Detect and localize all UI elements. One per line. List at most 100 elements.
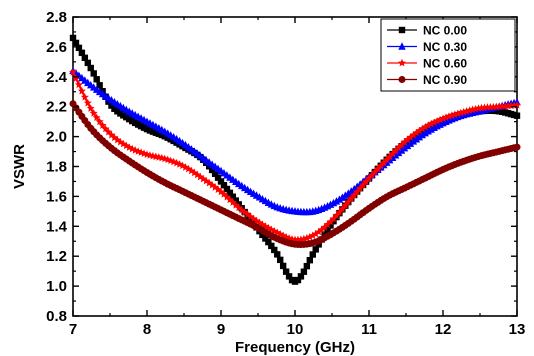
data-point — [302, 233, 311, 242]
data-point — [96, 82, 103, 89]
x-tick-label: 8 — [143, 321, 151, 338]
series-nc-0-90 — [69, 100, 521, 249]
data-point — [430, 118, 439, 126]
x-tick-label: 9 — [217, 321, 225, 338]
data-point — [83, 98, 92, 107]
data-point — [75, 44, 83, 52]
data-point — [320, 223, 329, 231]
data-point — [220, 181, 228, 189]
data-point — [412, 135, 421, 143]
y-tick-label: 1.2 — [46, 248, 67, 265]
data-point — [385, 152, 394, 161]
data-point — [208, 166, 216, 174]
data-point — [77, 86, 86, 95]
data-point — [279, 262, 287, 270]
data-point — [329, 214, 338, 223]
data-point — [214, 174, 222, 181]
data-point — [324, 226, 331, 234]
data-point — [335, 195, 344, 203]
x-axis-title: Frequency (GHz) — [235, 339, 355, 356]
data-point — [217, 178, 225, 185]
data-point — [71, 74, 80, 82]
data-point — [421, 128, 429, 137]
x-tick-label: 13 — [509, 321, 526, 338]
data-point — [282, 268, 290, 275]
data-point — [409, 130, 418, 139]
data-point — [93, 76, 100, 83]
legend-marker — [398, 26, 406, 34]
series-nc-0-60 — [69, 68, 521, 244]
data-point — [274, 251, 281, 258]
data-point — [265, 238, 272, 246]
x-tick-label: 12 — [435, 321, 452, 338]
data-point — [391, 146, 400, 155]
data-point — [317, 225, 326, 234]
data-point — [211, 170, 219, 177]
data-point — [271, 246, 278, 254]
data-point — [74, 80, 83, 89]
data-point — [326, 217, 335, 226]
data-point — [277, 256, 284, 264]
data-point — [247, 216, 254, 223]
legend: NC 0.00 NC 0.30 NC 0.60 NC 0.90 — [380, 18, 516, 92]
data-point — [350, 190, 359, 199]
data-point — [303, 262, 311, 270]
data-point — [344, 197, 353, 206]
data-point — [439, 114, 447, 123]
y-tick-label: 2.4 — [46, 69, 68, 86]
legend-label: NC 0.90 — [423, 73, 467, 87]
data-point — [367, 171, 376, 179]
data-point — [436, 115, 445, 124]
data-point — [356, 184, 365, 192]
data-point — [315, 241, 322, 248]
data-point — [98, 121, 107, 129]
data-point — [309, 251, 316, 258]
data-point — [92, 113, 101, 122]
data-point — [382, 155, 391, 164]
data-point — [80, 93, 89, 101]
data-point — [433, 116, 442, 125]
data-point — [362, 177, 371, 186]
axes: 7 8 9 10 11 12 13 0.8 1.0 1.2 1.4 1.6 1.8 2.0 2.2 2.4 2.… — [46, 9, 525, 338]
data-point — [300, 268, 308, 275]
data-point — [341, 201, 350, 209]
data-point — [394, 143, 403, 152]
data-point — [105, 98, 112, 105]
data-point — [415, 132, 424, 141]
data-point — [285, 273, 293, 280]
data-point — [226, 189, 234, 197]
data-point — [81, 54, 89, 62]
data-point — [86, 104, 95, 112]
x-tick-label: 11 — [361, 321, 377, 338]
data-point — [415, 126, 424, 135]
legend-marker — [398, 76, 406, 83]
data-point — [84, 59, 91, 67]
legend-marker — [398, 58, 406, 67]
data-point — [353, 187, 362, 196]
data-point — [347, 194, 356, 202]
data-point — [370, 167, 379, 176]
data-point — [376, 161, 385, 170]
data-point — [344, 189, 352, 197]
data-point — [95, 117, 104, 126]
data-point — [379, 158, 388, 167]
data-point — [89, 109, 98, 117]
data-point — [314, 227, 323, 236]
series-group — [69, 34, 521, 285]
data-point — [297, 273, 305, 280]
y-axis-title: VSWR — [11, 144, 28, 189]
data-point — [513, 112, 521, 119]
x-tick-label: 7 — [69, 321, 77, 338]
data-point — [409, 137, 418, 145]
data-point — [338, 204, 347, 213]
data-point — [327, 222, 334, 229]
data-point — [306, 256, 313, 264]
data-point — [72, 39, 80, 47]
data-point — [397, 140, 406, 149]
data-point — [406, 133, 415, 141]
data-point — [338, 193, 347, 201]
legend-label: NC 0.00 — [423, 24, 467, 38]
data-point — [400, 138, 409, 146]
data-point — [335, 208, 344, 216]
